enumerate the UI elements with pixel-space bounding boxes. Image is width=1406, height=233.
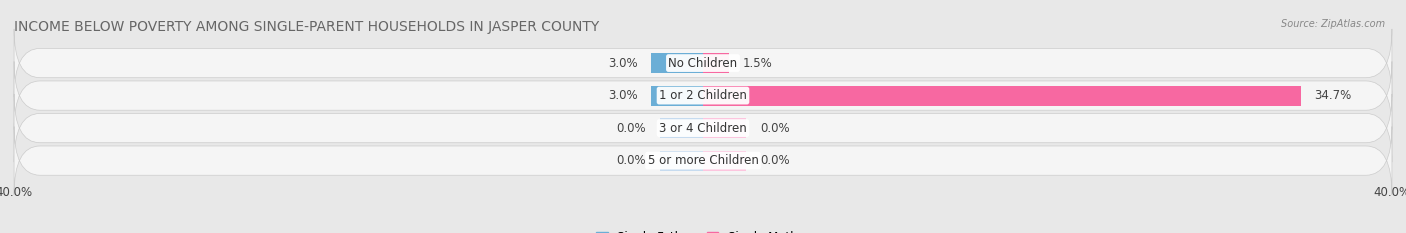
Bar <box>703 151 747 171</box>
Text: 5 or more Children: 5 or more Children <box>648 154 758 167</box>
FancyBboxPatch shape <box>14 29 1392 97</box>
Text: INCOME BELOW POVERTY AMONG SINGLE-PARENT HOUSEHOLDS IN JASPER COUNTY: INCOME BELOW POVERTY AMONG SINGLE-PARENT… <box>14 20 599 34</box>
FancyBboxPatch shape <box>14 94 1392 162</box>
Legend: Single Father, Single Mother: Single Father, Single Mother <box>592 226 814 233</box>
Text: 0.0%: 0.0% <box>759 154 789 167</box>
Bar <box>651 53 703 73</box>
Text: 3 or 4 Children: 3 or 4 Children <box>659 122 747 135</box>
FancyBboxPatch shape <box>14 127 1392 195</box>
Text: Source: ZipAtlas.com: Source: ZipAtlas.com <box>1281 19 1385 29</box>
Bar <box>703 86 1301 106</box>
Text: 34.7%: 34.7% <box>1315 89 1351 102</box>
Text: 0.0%: 0.0% <box>617 154 647 167</box>
Text: 1.5%: 1.5% <box>742 57 772 70</box>
Text: 0.0%: 0.0% <box>617 122 647 135</box>
FancyBboxPatch shape <box>14 62 1392 130</box>
Text: 3.0%: 3.0% <box>607 89 637 102</box>
Text: 1 or 2 Children: 1 or 2 Children <box>659 89 747 102</box>
Bar <box>703 53 728 73</box>
Bar <box>651 86 703 106</box>
Bar <box>703 118 747 138</box>
Text: 0.0%: 0.0% <box>759 122 789 135</box>
Text: 3.0%: 3.0% <box>607 57 637 70</box>
Bar <box>659 151 703 171</box>
Text: No Children: No Children <box>668 57 738 70</box>
Bar <box>659 118 703 138</box>
